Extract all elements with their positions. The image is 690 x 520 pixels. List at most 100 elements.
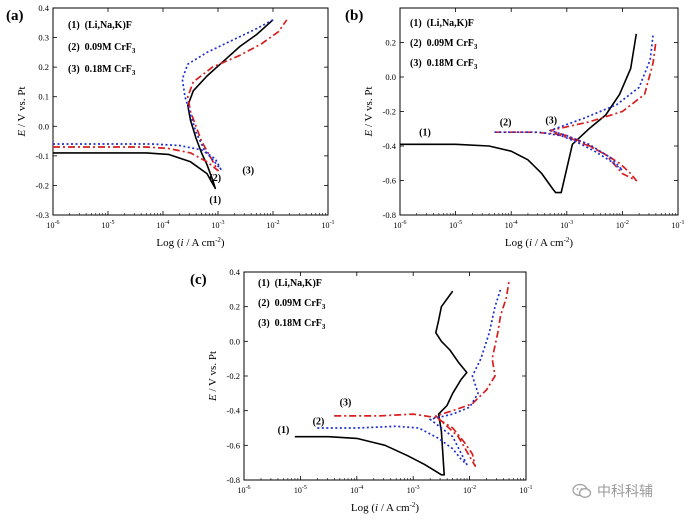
curve-annotation-3: (3) xyxy=(242,166,254,177)
x-axis-label: Log (i / A cm-2) xyxy=(505,236,574,249)
x-tick-exponent: -5 xyxy=(302,485,307,491)
x-tick-exponent: -4 xyxy=(165,220,170,226)
series-line-1 xyxy=(294,290,468,476)
x-tick-label: 10-1 xyxy=(672,220,685,230)
y-tick-label: 0.1 xyxy=(38,92,49,102)
y-axis-label: E / V vs. Pt xyxy=(363,86,375,137)
panel-label: (b) xyxy=(345,8,363,24)
y-tick-label: 0.0 xyxy=(385,72,396,82)
x-tick-exponent: -4 xyxy=(513,220,518,226)
curve-annotation-2: (2) xyxy=(209,173,221,184)
y-tick-label: 0.0 xyxy=(229,336,240,346)
series-line-1 xyxy=(400,33,638,194)
legend-entry-2: (2) 0.09M CrF3 xyxy=(68,42,136,55)
series-line-3 xyxy=(53,19,274,171)
curve-annotation-1: (1) xyxy=(419,128,431,139)
y-tick-label: -0.4 xyxy=(227,406,241,416)
legend-entry-2: (2) 0.09M CrF3 xyxy=(410,38,478,51)
legend-entry-1: (1) (Li,Na,K)F xyxy=(68,20,132,31)
curve-annotation-1: (1) xyxy=(209,195,221,206)
series-line-2 xyxy=(494,42,657,182)
series-line-1 xyxy=(53,19,274,190)
panel-0: 10-6 10-5 10-4 10-3 10-2 10-1 -0.3 -0.2 -0.1 0.0 0… xyxy=(6,3,335,249)
x-tick-label: 10-2 xyxy=(616,220,629,230)
plot-frame xyxy=(52,7,329,216)
y-tick-label: 0.4 xyxy=(229,267,240,277)
x-tick-label: 10-3 xyxy=(407,485,420,495)
legend-entry-3: (3) 0.18M CrF3 xyxy=(258,318,326,331)
x-tick-exponent: -3 xyxy=(220,220,225,226)
x-tick-exponent: -1 xyxy=(680,220,685,226)
curve-annotation-2: (2) xyxy=(500,117,512,128)
legend-entry-1: (1) (Li,Na,K)F xyxy=(258,278,322,289)
curve-annotation-1: (1) xyxy=(278,425,290,436)
y-tick-label: -0.8 xyxy=(383,210,396,220)
x-tick-label: 10-3 xyxy=(212,220,225,230)
y-tick-label: -0.1 xyxy=(36,151,49,161)
panel-label: (c) xyxy=(190,272,207,288)
x-tick-label: 10-5 xyxy=(102,220,115,230)
series-line-3 xyxy=(317,289,502,466)
y-tick-label: 0.0 xyxy=(38,121,49,131)
legend-entry-1: (1) (Li,Na,K)F xyxy=(410,18,474,29)
x-tick-exponent: -3 xyxy=(568,220,573,226)
panel-1: 10-6 10-5 10-4 10-3 10-2 10-1 -0.8 -0.6 -0.4 -0.2… xyxy=(345,7,685,249)
y-tick-label: 0.2 xyxy=(229,302,240,312)
x-axis-label: Log (i / A cm-2) xyxy=(156,236,225,249)
x-tick-exponent: -6 xyxy=(246,485,251,491)
x-tick-label: 10-4 xyxy=(157,220,170,230)
legend-entry-3: (3) 0.18M CrF3 xyxy=(68,64,136,77)
watermark: 中科科辅 xyxy=(572,480,684,502)
x-tick-exponent: -2 xyxy=(471,485,476,491)
y-tick-label: -0.3 xyxy=(36,210,49,220)
y-tick-label: -0.2 xyxy=(227,371,240,381)
curve-annotation-3: (3) xyxy=(545,116,557,127)
curve-annotation-3: (3) xyxy=(340,397,352,408)
x-tick-label: 10-6 xyxy=(238,485,251,495)
wechat-logo-icon xyxy=(572,483,592,498)
y-tick-label: 0.2 xyxy=(385,38,396,48)
x-tick-exponent: -1 xyxy=(528,485,533,491)
watermark-text: 中科科辅 xyxy=(597,484,653,500)
x-tick-label: 10-6 xyxy=(47,220,60,230)
x-tick-label: 10-1 xyxy=(520,485,533,495)
x-tick-label: 10-6 xyxy=(394,220,407,230)
x-tick-exponent: -2 xyxy=(275,220,280,226)
x-tick-label: 10-1 xyxy=(322,220,335,230)
x-tick-exponent: -5 xyxy=(457,220,462,226)
series-line-2 xyxy=(334,280,510,467)
y-tick-label: -0.2 xyxy=(383,107,396,117)
y-axis-label: E / V vs. Pt xyxy=(207,351,219,402)
y-tick-label: -0.8 xyxy=(227,475,240,485)
series-line-3 xyxy=(494,35,654,172)
y-tick-label: 0.3 xyxy=(38,33,49,43)
legend-entry-2: (2) 0.09M CrF3 xyxy=(258,298,326,311)
x-tick-exponent: -2 xyxy=(624,220,629,226)
y-tick-label: -0.6 xyxy=(383,176,396,186)
x-tick-label: 10-5 xyxy=(449,220,462,230)
y-tick-label: -0.4 xyxy=(383,141,397,151)
x-axis-label: Log (i / A cm-2) xyxy=(351,501,420,514)
curve-annotation-2: (2) xyxy=(313,417,325,428)
y-tick-label: -0.6 xyxy=(227,440,240,450)
x-tick-exponent: -5 xyxy=(110,220,115,226)
x-tick-exponent: -1 xyxy=(330,220,335,226)
x-tick-exponent: -3 xyxy=(415,485,420,491)
x-tick-exponent: -4 xyxy=(358,485,363,491)
series-line-2 xyxy=(53,19,288,172)
x-tick-exponent: -6 xyxy=(402,220,407,226)
x-tick-exponent: -6 xyxy=(55,220,60,226)
panel-label: (a) xyxy=(6,8,24,24)
x-tick-label: 10-2 xyxy=(267,220,280,230)
x-tick-label: 10-5 xyxy=(294,485,307,495)
panel-2: 10-6 10-5 10-4 10-3 10-2 10-1 -0.8 -0.6 -0.4 -0.2… xyxy=(190,267,533,514)
y-tick-label: 0.2 xyxy=(38,62,49,72)
y-tick-label: 0.4 xyxy=(38,3,49,13)
y-tick-label: -0.2 xyxy=(36,180,49,190)
legend-entry-3: (3) 0.18M CrF3 xyxy=(410,58,478,71)
x-tick-label: 10-4 xyxy=(350,485,363,495)
x-tick-label: 10-3 xyxy=(560,220,573,230)
x-tick-label: 10-2 xyxy=(463,485,476,495)
y-axis-label: E / V vs. Pt xyxy=(16,86,28,137)
